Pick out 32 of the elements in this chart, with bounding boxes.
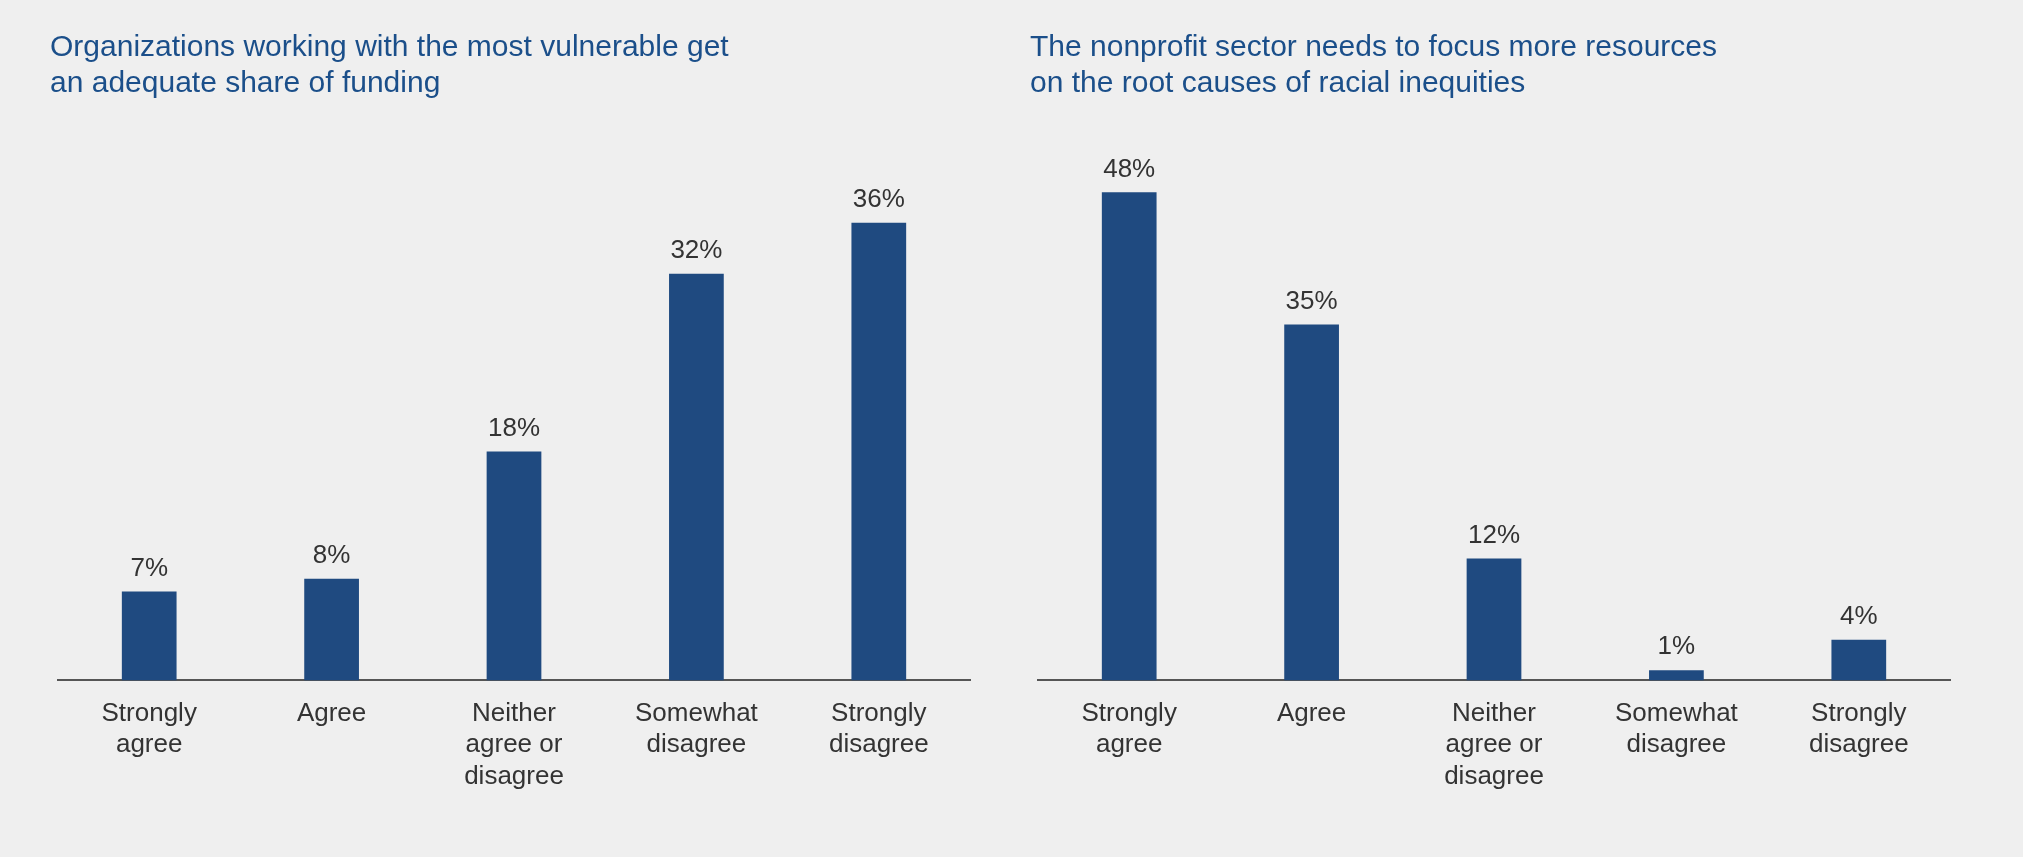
bar [1649, 670, 1704, 681]
x-tick-label: Somewhat disagree [634, 697, 759, 759]
x-tick-label: Strongly disagree [828, 697, 929, 759]
bar [669, 273, 724, 681]
bar [1101, 192, 1157, 681]
x-tick-label: Neither agree or disagree [1444, 697, 1544, 790]
data-label: 48% [1103, 152, 1156, 183]
x-tick-label: Agree [1276, 697, 1347, 728]
data-label: 4% [1840, 599, 1878, 630]
chart-title: Organizations working with the most vulnerable get an adequate share of funding [50, 29, 730, 99]
x-tick-label: Strongly disagree [1808, 697, 1909, 759]
data-label: 7% [130, 551, 168, 582]
data-label: 18% [487, 411, 541, 442]
data-label: 32% [670, 233, 723, 264]
x-tick-label: Neither agree or disagree [464, 697, 564, 790]
chart-title: The nonprofit sector needs to focus more resources on the root causes of racial inequities [1030, 29, 1718, 99]
data-label: 12% [1467, 518, 1521, 549]
bar [121, 591, 177, 681]
x-tick-label: Somewhat disagree [1614, 697, 1739, 759]
x-tick-label: Strongly agree [101, 697, 197, 759]
bar [1831, 639, 1887, 681]
data-label: 8% [312, 538, 351, 569]
data-label: 1% [1657, 630, 1696, 661]
data-label: 36% [852, 183, 905, 214]
bar [1466, 558, 1522, 681]
x-tick-label: Agree [296, 697, 367, 728]
x-tick-label: Strongly agree [1081, 697, 1177, 759]
bar [851, 222, 907, 681]
bar [1284, 324, 1339, 681]
bar [486, 451, 542, 681]
data-label: 35% [1285, 284, 1338, 315]
bar [304, 578, 359, 681]
